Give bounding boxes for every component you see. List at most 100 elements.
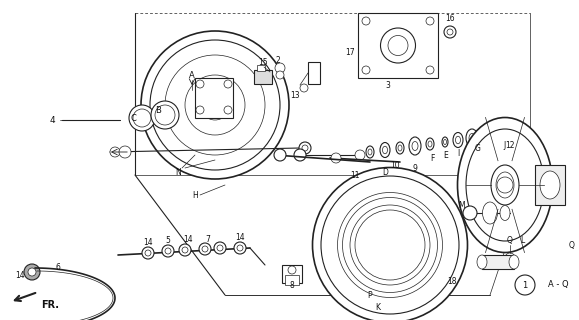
Circle shape [224, 80, 232, 88]
Ellipse shape [509, 255, 519, 269]
Circle shape [426, 17, 434, 25]
Bar [308, 62, 320, 84]
Circle shape [497, 177, 513, 193]
Text: 14: 14 [183, 235, 193, 244]
Text: E: E [444, 150, 448, 159]
Text: 14: 14 [15, 270, 25, 279]
Text: B: B [155, 106, 161, 115]
Circle shape [362, 66, 370, 74]
Ellipse shape [368, 149, 372, 155]
Ellipse shape [388, 36, 408, 55]
Circle shape [196, 106, 204, 114]
Ellipse shape [398, 145, 402, 151]
Circle shape [505, 253, 515, 263]
Circle shape [300, 84, 308, 92]
Ellipse shape [200, 90, 230, 120]
Ellipse shape [133, 109, 151, 127]
Ellipse shape [442, 137, 448, 147]
Ellipse shape [409, 137, 421, 155]
Ellipse shape [481, 130, 489, 142]
Circle shape [274, 149, 286, 161]
Text: K: K [376, 303, 380, 313]
Text: A - Q: A - Q [548, 281, 569, 290]
Text: 3: 3 [386, 81, 390, 90]
Ellipse shape [321, 176, 459, 314]
Circle shape [355, 150, 365, 160]
Ellipse shape [466, 129, 544, 241]
Ellipse shape [491, 165, 519, 205]
Circle shape [182, 247, 188, 253]
Text: 6: 6 [56, 263, 60, 273]
Ellipse shape [482, 202, 497, 224]
Circle shape [224, 106, 232, 114]
Circle shape [24, 264, 40, 280]
Circle shape [463, 206, 477, 220]
Circle shape [426, 66, 434, 74]
Ellipse shape [380, 28, 416, 63]
Circle shape [276, 71, 284, 79]
Text: 8: 8 [290, 281, 294, 290]
Circle shape [299, 142, 311, 154]
Ellipse shape [129, 105, 155, 131]
Ellipse shape [338, 193, 442, 298]
Ellipse shape [165, 55, 265, 155]
Ellipse shape [444, 140, 446, 145]
Circle shape [362, 17, 370, 25]
Text: 4: 4 [49, 116, 55, 124]
Text: 10: 10 [390, 161, 400, 170]
Ellipse shape [331, 153, 341, 163]
Text: 5: 5 [166, 236, 170, 244]
Bar [535, 165, 565, 205]
Text: N: N [175, 167, 181, 177]
Circle shape [288, 266, 296, 274]
Ellipse shape [456, 136, 460, 144]
Text: 2: 2 [276, 55, 280, 65]
Bar [254, 70, 272, 84]
Text: H: H [192, 190, 198, 199]
Ellipse shape [540, 171, 560, 199]
Ellipse shape [469, 133, 475, 142]
Circle shape [199, 243, 211, 255]
Text: 1: 1 [522, 281, 527, 290]
Text: J: J [504, 140, 506, 149]
Text: 7: 7 [206, 235, 210, 244]
Ellipse shape [500, 205, 510, 220]
Text: 14: 14 [143, 237, 153, 246]
Circle shape [275, 63, 285, 73]
Ellipse shape [396, 142, 404, 154]
Circle shape [165, 248, 171, 254]
Ellipse shape [383, 146, 387, 154]
Circle shape [447, 29, 453, 35]
Circle shape [202, 246, 208, 252]
Ellipse shape [360, 215, 420, 275]
Circle shape [302, 145, 308, 151]
Circle shape [110, 147, 120, 157]
Ellipse shape [510, 129, 514, 135]
Bar [285, 275, 299, 285]
Ellipse shape [496, 172, 514, 198]
Circle shape [145, 250, 151, 256]
Text: L: L [520, 236, 524, 244]
Ellipse shape [350, 205, 430, 285]
Text: C: C [130, 114, 136, 123]
Ellipse shape [491, 124, 505, 144]
Circle shape [214, 242, 226, 254]
Text: A: A [189, 70, 195, 79]
Ellipse shape [457, 117, 552, 252]
Ellipse shape [185, 75, 245, 135]
Text: F: F [430, 154, 434, 163]
Circle shape [119, 146, 131, 158]
Ellipse shape [412, 141, 418, 150]
Ellipse shape [477, 255, 487, 269]
Text: 12: 12 [505, 140, 515, 149]
Ellipse shape [466, 129, 478, 147]
Text: M: M [459, 201, 466, 210]
Ellipse shape [508, 126, 516, 138]
Ellipse shape [376, 231, 404, 259]
Circle shape [294, 149, 306, 161]
Text: P: P [368, 291, 372, 300]
Circle shape [234, 242, 246, 254]
Circle shape [444, 26, 456, 38]
Bar [282, 265, 302, 283]
Text: 11: 11 [350, 171, 360, 180]
